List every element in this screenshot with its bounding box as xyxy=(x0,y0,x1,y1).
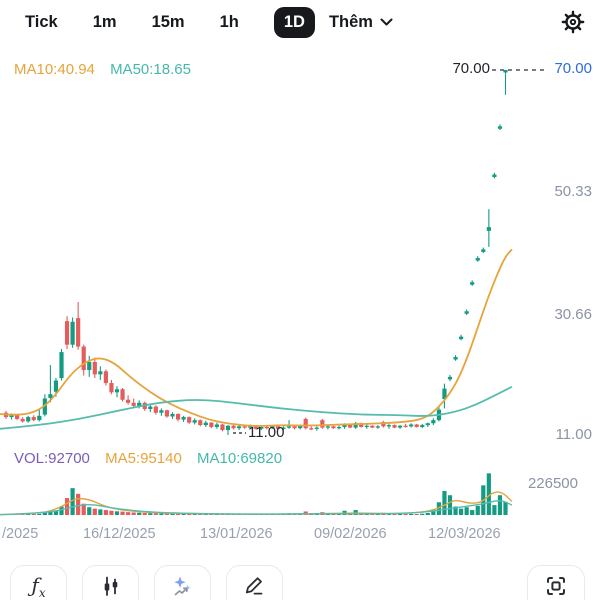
ma10-legend: MA10:40.94 xyxy=(14,61,95,78)
interval-toolbar: Tick 1m 15m 1h 1D Thêm xyxy=(0,0,600,44)
vol-ma5-legend: MA5:95140 xyxy=(105,450,182,467)
tab-15m[interactable]: 15m xyxy=(151,12,185,31)
more-intervals-button[interactable]: Thêm xyxy=(329,13,393,32)
ma50-legend: MA50:18.65 xyxy=(110,61,191,78)
tab-1d-active[interactable]: 1D xyxy=(273,6,315,38)
price-ma-legend: MA10:40.94 MA50:18.65 xyxy=(14,61,202,78)
last-price-label: 70.00 xyxy=(452,60,490,77)
chevron-down-icon xyxy=(380,18,393,25)
settings-button[interactable] xyxy=(560,9,586,35)
date-label-2: 13/01/2026 xyxy=(200,526,273,542)
indicator-formula-button[interactable]: ƒx xyxy=(10,565,67,600)
tab-1m[interactable]: 1m xyxy=(92,12,117,31)
candlestick-icon xyxy=(104,576,117,596)
low-price-marker-label: 11.00 xyxy=(248,424,285,441)
date-label-0: /2025 xyxy=(2,526,39,542)
ai-analysis-button[interactable] xyxy=(154,565,211,600)
price-tick-30: 30.66 xyxy=(554,306,592,323)
vol-ma10-legend: MA10:69820 xyxy=(196,450,283,467)
gear-icon xyxy=(561,10,585,34)
volume-axis-label: 226500 xyxy=(527,475,578,492)
date-label-3: 09/02/2026 xyxy=(314,526,387,542)
price-tick-11: 11.00 xyxy=(555,426,592,443)
tab-tick[interactable]: Tick xyxy=(25,12,58,31)
volume-legend: VOL:92700 MA5:95140 MA10:69820 xyxy=(14,450,293,467)
ai-sparkle-icon xyxy=(173,576,191,596)
price-tick-50: 50.33 xyxy=(554,183,592,200)
more-label: Thêm xyxy=(328,12,373,31)
current-price-axis-label: 70.00 xyxy=(554,60,592,77)
vol-legend: VOL:92700 xyxy=(14,450,90,467)
date-label-4: 12/03/2026 xyxy=(428,526,501,542)
fullscreen-button[interactable] xyxy=(527,565,585,600)
tab-1h[interactable]: 1h xyxy=(219,12,239,31)
fullscreen-icon xyxy=(547,577,565,595)
chart-style-button[interactable] xyxy=(82,565,139,600)
draw-button[interactable] xyxy=(226,565,283,600)
pencil-icon xyxy=(245,577,262,595)
date-label-1: 16/12/2025 xyxy=(83,526,156,542)
fx-icon: ƒx xyxy=(31,573,46,600)
